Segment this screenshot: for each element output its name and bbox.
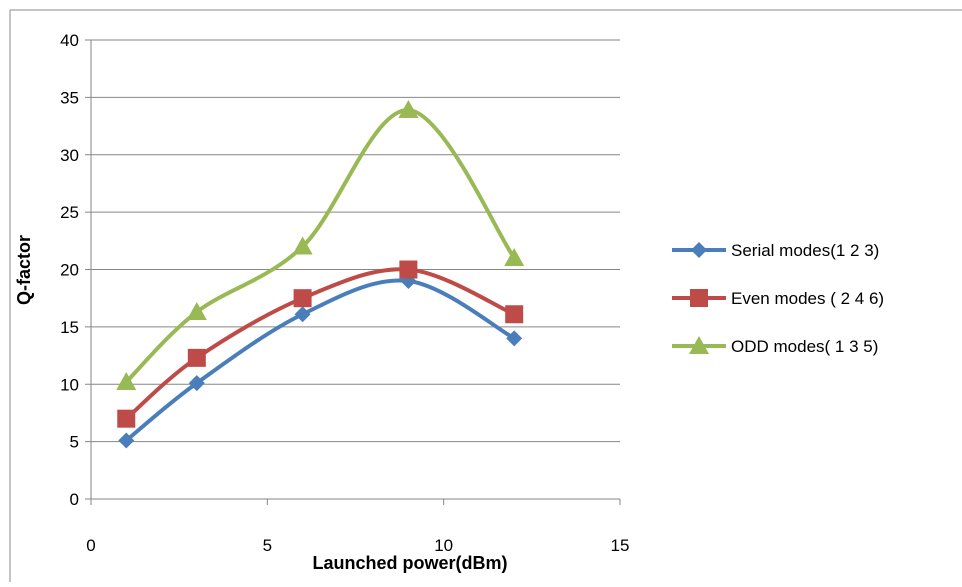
x-tick-label: 0 <box>86 536 95 555</box>
data-point <box>187 348 206 367</box>
data-point <box>186 301 207 320</box>
data-point <box>116 371 137 390</box>
y-tick-label: 20 <box>60 261 79 280</box>
legend-label: ODD modes( 1 3 5) <box>731 337 878 356</box>
axis-layer: 0 5 10 15 20 25 30 35 40 0 5 10 15 <box>9 9 962 582</box>
data-point <box>188 375 205 392</box>
legend-marker <box>690 289 708 307</box>
data-point <box>504 248 525 267</box>
y-tick-label: 15 <box>60 318 79 337</box>
y-tick-label: 0 <box>70 490 79 509</box>
y-axis-title: Q-factor <box>14 235 34 305</box>
grid-layer <box>91 39 620 443</box>
series-square <box>117 260 524 428</box>
x-tick-label: 15 <box>611 536 630 555</box>
data-point <box>505 305 524 324</box>
x-tick-label: 10 <box>434 536 453 555</box>
y-tick-label: 10 <box>60 375 79 394</box>
data-point <box>293 289 312 308</box>
legend-marker <box>689 336 709 354</box>
y-tick-label: 30 <box>60 146 79 165</box>
series-layer <box>116 99 525 449</box>
series-triangle <box>116 99 525 390</box>
y-tick-label: 5 <box>70 433 79 452</box>
series-line <box>124 278 517 443</box>
legend-marker <box>691 242 707 258</box>
legend-entry: ODD modes( 1 3 5) <box>672 336 878 356</box>
x-tick-label: 5 <box>263 536 272 555</box>
legend-label: Serial modes(1 2 3) <box>731 241 879 260</box>
series-line <box>124 267 517 421</box>
data-point <box>118 432 135 449</box>
data-point <box>398 99 419 118</box>
data-point <box>506 330 523 347</box>
data-point <box>294 306 311 323</box>
x-axis-title: Launched power(dBm) <box>312 553 507 573</box>
legend-entry: Serial modes(1 2 3) <box>672 241 879 260</box>
data-point <box>117 409 136 428</box>
legend-entry: Even modes ( 2 4 6) <box>672 289 884 308</box>
data-point <box>399 260 418 279</box>
series-diamond <box>118 272 523 449</box>
series-line <box>124 107 517 384</box>
data-point <box>292 236 313 255</box>
legend-label: Even modes ( 2 4 6) <box>731 289 884 308</box>
y-tick-label: 35 <box>60 88 79 107</box>
legend: Serial modes(1 2 3) Even modes ( 2 4 6) OD… <box>672 241 884 356</box>
y-tick-label: 25 <box>60 203 79 222</box>
y-tick-label: 40 <box>60 31 79 50</box>
